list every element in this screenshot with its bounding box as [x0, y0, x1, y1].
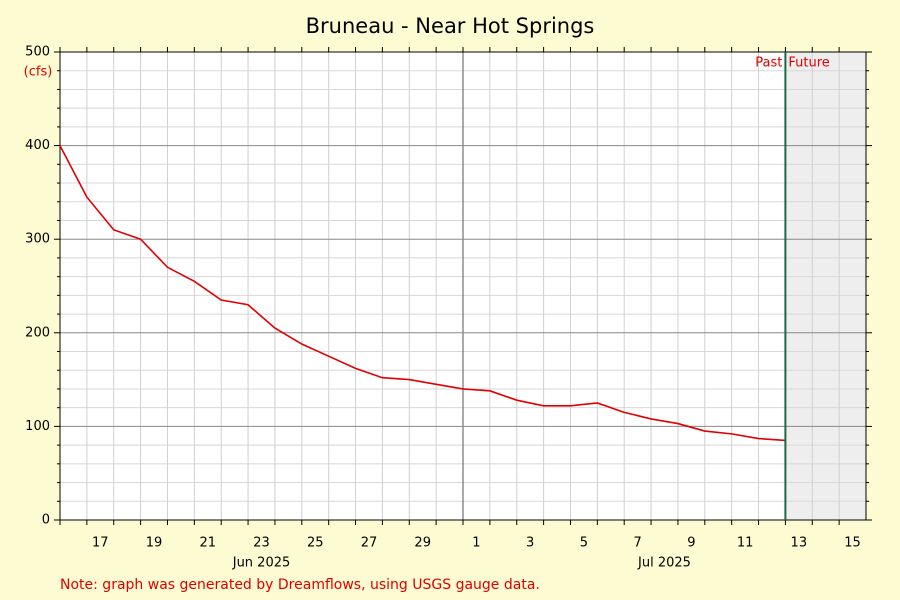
data-line	[59, 145, 786, 442]
x-tick-label: 9	[687, 536, 695, 551]
x-tick-label: 15	[844, 536, 861, 551]
y-tick-label: 300	[25, 232, 50, 247]
y-tick-label: 500	[25, 45, 50, 60]
x-tick-label: 23	[253, 536, 270, 551]
x-tick-label: 7	[633, 536, 641, 551]
x-tick-label: 13	[791, 536, 808, 551]
x-tick-label: 25	[307, 536, 324, 551]
x-tick-label: 21	[199, 536, 216, 551]
y-tick-label: 400	[25, 138, 50, 153]
note: Note: graph was generated by Dreamflows,…	[60, 577, 540, 593]
chart-title: Bruneau - Near Hot Springs	[306, 14, 595, 38]
y-unit: (cfs)	[24, 65, 53, 80]
month-label: Jun 2025	[232, 556, 291, 571]
y-tick-label: 200	[25, 325, 50, 340]
x-tick-label: 11	[737, 536, 754, 551]
x-tick-label: 29	[414, 536, 431, 551]
y-tick-label: 100	[25, 419, 50, 434]
future-area	[785, 52, 866, 520]
past-label: Past	[755, 56, 782, 71]
month-label: Jul 2025	[637, 556, 691, 571]
x-tick-label: 27	[361, 536, 378, 551]
x-tick-label: 5	[580, 536, 588, 551]
x-tick-label: 19	[146, 536, 163, 551]
x-tick-label: 3	[526, 536, 534, 551]
future-label: Future	[788, 56, 829, 71]
x-tick-label: 17	[92, 536, 109, 551]
x-tick-label: 1	[472, 536, 480, 551]
plot-frame	[59, 51, 867, 521]
y-tick-label: 0	[42, 513, 50, 528]
